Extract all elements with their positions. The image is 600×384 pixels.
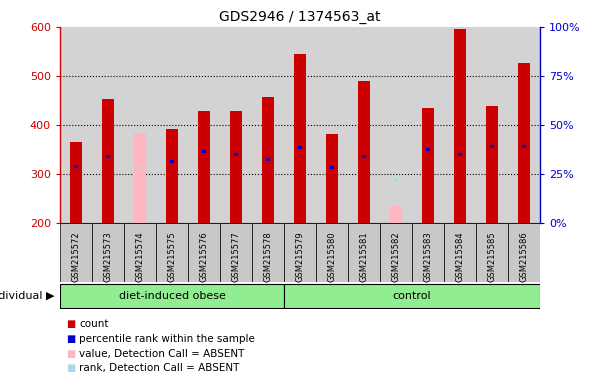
Text: GSM215576: GSM215576 <box>199 232 209 282</box>
Bar <box>230 111 242 223</box>
Bar <box>348 223 380 282</box>
Bar <box>70 142 82 223</box>
Bar <box>412 223 444 282</box>
Bar <box>284 223 316 282</box>
Bar <box>295 54 305 223</box>
Bar <box>170 160 174 163</box>
Bar <box>252 223 284 282</box>
Bar <box>522 146 526 148</box>
Bar <box>490 146 494 148</box>
Bar <box>60 223 92 282</box>
Text: individual ▶: individual ▶ <box>0 291 54 301</box>
Text: ■: ■ <box>66 334 75 344</box>
Bar <box>103 99 113 223</box>
Text: GSM215574: GSM215574 <box>136 232 145 282</box>
Bar <box>518 63 530 223</box>
Bar <box>426 148 430 151</box>
Bar <box>266 157 270 161</box>
Bar <box>234 153 238 156</box>
Bar <box>508 223 540 282</box>
Text: ■: ■ <box>66 349 75 359</box>
Text: GSM215577: GSM215577 <box>232 232 241 282</box>
Bar <box>458 153 462 156</box>
Bar <box>124 223 156 282</box>
Text: count: count <box>79 319 109 329</box>
Bar <box>199 111 209 223</box>
Bar <box>138 165 142 168</box>
Text: ■: ■ <box>66 319 75 329</box>
Bar <box>156 223 188 282</box>
Bar <box>380 223 412 282</box>
Bar <box>444 223 476 282</box>
Text: GSM215583: GSM215583 <box>424 232 433 282</box>
Bar <box>284 283 540 308</box>
Title: GDS2946 / 1374563_at: GDS2946 / 1374563_at <box>219 10 381 25</box>
Bar <box>60 283 284 308</box>
Bar <box>106 155 110 158</box>
Bar <box>74 165 78 168</box>
Text: GSM215578: GSM215578 <box>263 232 272 282</box>
Bar <box>188 223 220 282</box>
Bar <box>422 108 434 223</box>
Bar <box>394 178 398 181</box>
Text: rank, Detection Call = ABSENT: rank, Detection Call = ABSENT <box>79 363 239 373</box>
Bar <box>220 223 252 282</box>
Bar <box>358 81 370 223</box>
Text: ■: ■ <box>66 363 75 373</box>
Bar <box>330 166 334 169</box>
Bar <box>316 223 348 282</box>
Bar <box>202 150 206 153</box>
Bar <box>326 134 338 223</box>
Text: control: control <box>392 291 431 301</box>
Bar <box>166 129 178 223</box>
Text: GSM215584: GSM215584 <box>455 232 464 282</box>
Bar <box>454 29 466 223</box>
Text: GSM215575: GSM215575 <box>167 232 176 282</box>
Text: value, Detection Call = ABSENT: value, Detection Call = ABSENT <box>79 349 245 359</box>
Bar <box>92 223 124 282</box>
Text: GSM215585: GSM215585 <box>487 232 497 282</box>
Bar <box>134 132 146 223</box>
Text: GSM215581: GSM215581 <box>359 232 368 282</box>
Text: diet-induced obese: diet-induced obese <box>119 291 226 301</box>
Text: GSM215580: GSM215580 <box>328 232 337 282</box>
Text: GSM215579: GSM215579 <box>296 232 305 282</box>
Text: percentile rank within the sample: percentile rank within the sample <box>79 334 255 344</box>
Bar <box>262 97 274 223</box>
Text: GSM215586: GSM215586 <box>520 232 529 282</box>
Text: GSM215582: GSM215582 <box>392 232 401 282</box>
Bar <box>476 223 508 282</box>
Bar <box>362 155 366 158</box>
Bar <box>391 205 401 223</box>
Bar <box>487 106 497 223</box>
Text: GSM215572: GSM215572 <box>71 232 80 282</box>
Text: GSM215573: GSM215573 <box>104 232 113 282</box>
Bar <box>298 146 302 149</box>
